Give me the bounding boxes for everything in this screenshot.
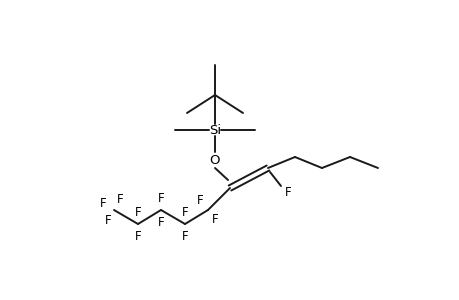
Text: F: F <box>134 206 141 218</box>
Text: F: F <box>104 214 111 227</box>
Text: F: F <box>284 185 291 199</box>
Text: F: F <box>100 197 106 211</box>
Text: F: F <box>197 194 203 207</box>
Text: O: O <box>209 154 220 166</box>
Text: F: F <box>117 193 123 206</box>
Text: F: F <box>181 230 188 242</box>
Text: F: F <box>157 191 164 205</box>
Text: F: F <box>181 206 188 218</box>
Text: F: F <box>134 230 141 242</box>
Text: F: F <box>212 213 218 226</box>
Text: F: F <box>157 215 164 229</box>
Text: Si: Si <box>208 124 221 136</box>
